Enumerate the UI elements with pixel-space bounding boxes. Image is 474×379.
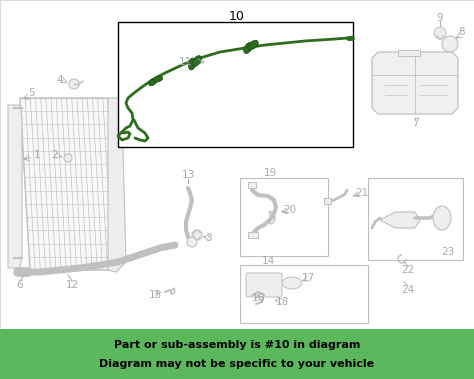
Polygon shape xyxy=(149,78,157,86)
Polygon shape xyxy=(8,105,22,268)
Text: 21: 21 xyxy=(356,188,369,198)
Polygon shape xyxy=(189,58,196,70)
Polygon shape xyxy=(244,42,252,53)
FancyBboxPatch shape xyxy=(246,273,282,297)
Text: 10: 10 xyxy=(229,9,245,22)
Text: 1: 1 xyxy=(34,150,40,160)
Text: 4: 4 xyxy=(57,75,64,85)
Text: 5: 5 xyxy=(29,88,35,98)
Text: 16: 16 xyxy=(251,293,264,303)
Bar xyxy=(118,22,353,147)
Polygon shape xyxy=(372,52,458,114)
Text: 24: 24 xyxy=(401,285,415,295)
Circle shape xyxy=(69,79,79,89)
Polygon shape xyxy=(154,76,163,82)
Ellipse shape xyxy=(282,277,302,289)
Polygon shape xyxy=(20,98,118,270)
Bar xyxy=(0,0,474,329)
Text: 19: 19 xyxy=(264,168,277,178)
Text: 3: 3 xyxy=(205,233,211,243)
Text: 18: 18 xyxy=(275,297,289,307)
Circle shape xyxy=(187,237,197,247)
Polygon shape xyxy=(108,98,126,272)
Text: 22: 22 xyxy=(401,265,415,275)
Bar xyxy=(0,329,474,379)
Bar xyxy=(240,178,328,256)
Bar xyxy=(240,265,368,323)
Text: 2: 2 xyxy=(52,150,58,160)
Text: 23: 23 xyxy=(441,247,455,257)
Ellipse shape xyxy=(433,206,451,230)
Circle shape xyxy=(64,154,72,162)
Text: 7: 7 xyxy=(412,118,419,128)
Bar xyxy=(368,178,463,260)
Polygon shape xyxy=(380,212,420,228)
Text: 15: 15 xyxy=(148,290,162,300)
Text: Part or sub-assembly is #10 in diagram: Part or sub-assembly is #10 in diagram xyxy=(114,340,360,350)
Circle shape xyxy=(192,230,202,240)
Text: 8: 8 xyxy=(459,27,465,37)
Text: Diagram may not be specific to your vehicle: Diagram may not be specific to your vehi… xyxy=(100,359,374,369)
Text: 6: 6 xyxy=(17,280,23,290)
Polygon shape xyxy=(192,56,201,66)
Bar xyxy=(248,232,258,238)
Polygon shape xyxy=(248,41,258,50)
Text: 13: 13 xyxy=(182,170,195,180)
Bar xyxy=(248,182,256,188)
Text: 20: 20 xyxy=(283,205,297,215)
Bar xyxy=(398,50,420,56)
Text: 12: 12 xyxy=(65,280,79,290)
Text: 17: 17 xyxy=(301,273,315,283)
Text: 11: 11 xyxy=(179,57,192,67)
Bar xyxy=(324,198,331,204)
Text: 9: 9 xyxy=(437,13,443,23)
Circle shape xyxy=(442,36,458,52)
Circle shape xyxy=(434,27,446,39)
Text: 14: 14 xyxy=(261,256,274,266)
